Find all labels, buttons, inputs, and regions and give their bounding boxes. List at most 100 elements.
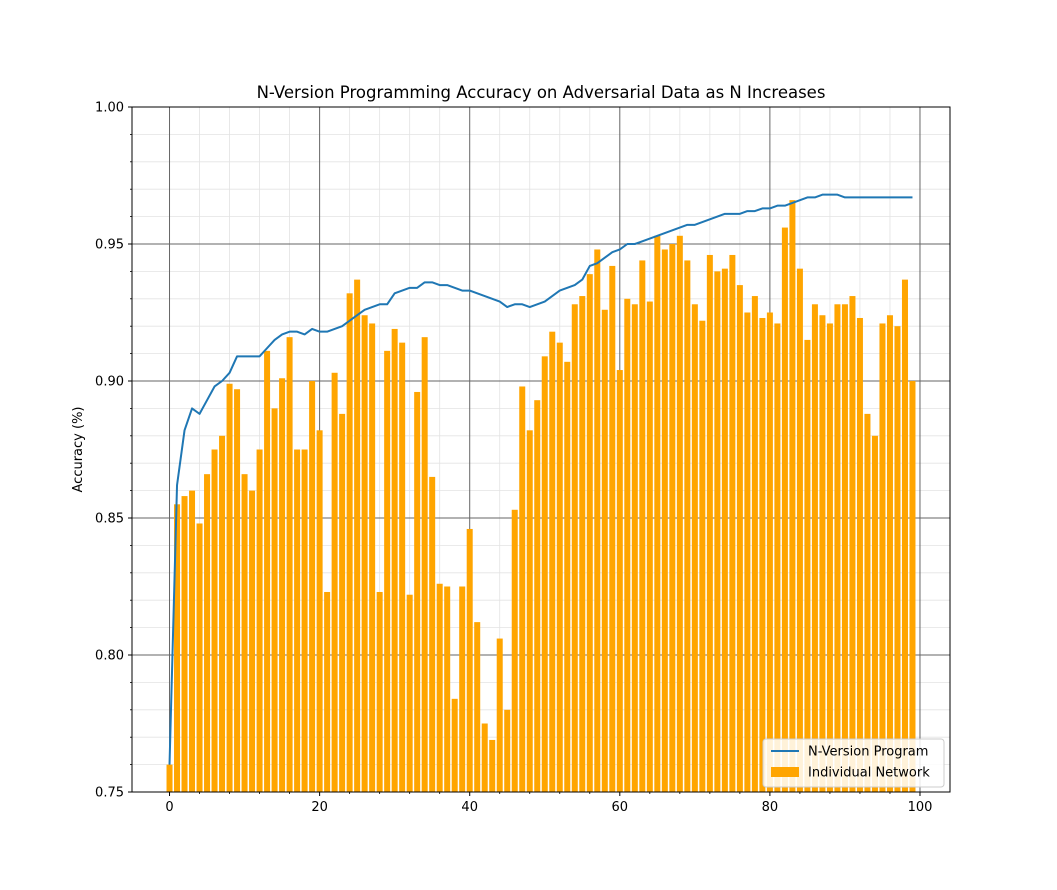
bar (391, 328, 398, 792)
bar (841, 304, 848, 792)
bar (226, 383, 233, 792)
bar (459, 586, 466, 792)
bar (909, 381, 916, 792)
bar (729, 254, 736, 792)
bar (549, 331, 556, 792)
bar (406, 594, 413, 792)
bar (519, 386, 526, 792)
bar (571, 304, 578, 792)
bar (774, 323, 781, 792)
bar (699, 320, 706, 792)
y-tick-label: 1.00 (95, 101, 124, 116)
bar (879, 323, 886, 792)
bar (451, 698, 458, 792)
bar (894, 326, 901, 792)
x-tick-label: 100 (908, 800, 933, 815)
bar (834, 304, 841, 792)
bar (526, 430, 533, 792)
bar (234, 389, 241, 792)
legend-bar-swatch (771, 767, 799, 777)
bar (189, 490, 196, 792)
bar (511, 509, 518, 792)
bar (361, 315, 368, 792)
bar (376, 591, 383, 792)
bar (564, 361, 571, 792)
legend: N-Version Program Individual Network (762, 738, 945, 788)
bar (556, 342, 563, 792)
y-tick-label: 0.80 (95, 649, 124, 664)
bar (414, 391, 421, 792)
bar (901, 279, 908, 792)
bar (766, 312, 773, 792)
bar (796, 268, 803, 792)
y-tick-label: 0.75 (95, 786, 124, 801)
bar (271, 408, 278, 792)
bar (489, 739, 496, 792)
bar (864, 413, 871, 792)
bar (211, 449, 218, 792)
legend-label-line: N-Version Program (808, 745, 928, 760)
y-tick-label: 0.85 (95, 512, 124, 527)
x-tick-label: 60 (612, 800, 629, 815)
bar (204, 474, 211, 792)
bar (219, 435, 226, 792)
bar (264, 350, 271, 792)
bar (744, 312, 751, 792)
bar (279, 378, 286, 792)
bar (616, 370, 623, 792)
bar (639, 260, 646, 792)
bar (324, 591, 331, 792)
series-line (168, 193, 913, 765)
bar (856, 317, 863, 792)
x-tick-label: 0 (165, 800, 173, 815)
bar (646, 301, 653, 792)
bar (601, 309, 608, 792)
bar (474, 622, 481, 792)
line-series (168, 193, 913, 765)
bar (496, 638, 503, 792)
bar (399, 342, 406, 792)
bar (241, 474, 248, 792)
bar (339, 413, 346, 792)
bar (819, 315, 826, 792)
bar (286, 337, 293, 792)
bar (654, 235, 661, 792)
bar (369, 323, 376, 792)
legend-label-bar: Individual Network (808, 766, 930, 781)
bar (436, 583, 443, 792)
bar (466, 528, 473, 792)
bar (294, 449, 301, 792)
bar (594, 249, 601, 793)
y-tick-label: 0.90 (95, 375, 124, 390)
bar (736, 285, 743, 792)
x-tick-label: 40 (461, 800, 478, 815)
bar (676, 235, 683, 792)
bar (174, 504, 181, 792)
bar (541, 356, 548, 792)
bar (826, 323, 833, 792)
bar (256, 449, 263, 792)
bar (354, 279, 361, 792)
bar (481, 723, 488, 792)
bar (301, 449, 308, 792)
bar (534, 400, 541, 792)
y-tick-label: 0.95 (95, 238, 124, 253)
bar-series (166, 200, 916, 793)
legend-box (762, 738, 945, 788)
bar (811, 304, 818, 792)
bar (504, 709, 511, 792)
bar (781, 227, 788, 792)
bar (586, 274, 593, 792)
bar (384, 350, 391, 792)
bar (706, 254, 713, 792)
bar (181, 496, 188, 792)
bar (624, 298, 631, 792)
bar (721, 268, 728, 792)
bar (751, 296, 758, 792)
bar (331, 372, 338, 792)
bar (166, 764, 173, 792)
bar (316, 430, 323, 792)
y-axis-label: Accuracy (%) (71, 407, 86, 493)
bar (849, 296, 856, 792)
